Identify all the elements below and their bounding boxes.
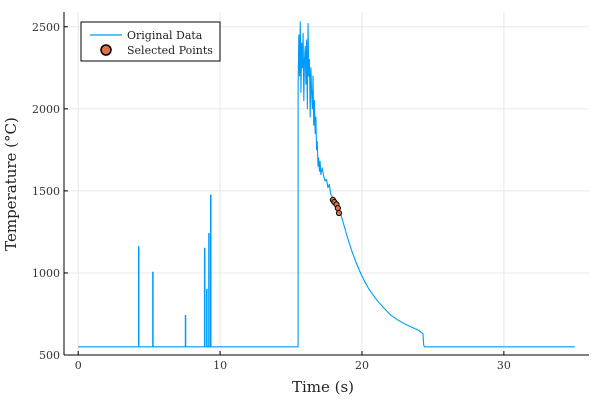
y-tick-label: 2500 (32, 21, 60, 34)
legend-label-selected: Selected Points (127, 44, 213, 57)
y-tick-label: 1000 (32, 267, 60, 280)
tick-labels: 0 10 20 30 500 1000 1500 2000 2500 (32, 21, 511, 372)
axes (63, 12, 589, 356)
legend-label-original: Original Data (127, 29, 203, 42)
y-tick-label: 1500 (32, 185, 60, 198)
legend-point-swatch (100, 44, 112, 56)
y-tick-label: 2000 (32, 103, 60, 116)
plot-area (78, 21, 575, 348)
y-tick-label: 500 (39, 349, 60, 362)
x-tick-label: 10 (213, 359, 227, 372)
x-tick-label: 0 (75, 359, 82, 372)
x-tick-label: 30 (497, 359, 511, 372)
x-axis-title: Time (s) (292, 378, 354, 396)
series-line-original-data (78, 21, 575, 348)
x-tick-label: 20 (355, 359, 369, 372)
legend: Original Data Selected Points (80, 21, 221, 62)
selected-point (335, 209, 343, 217)
grid-lines (64, 12, 589, 356)
selected-point (334, 205, 341, 212)
y-axis-title: Temperature (°C) (2, 117, 20, 251)
